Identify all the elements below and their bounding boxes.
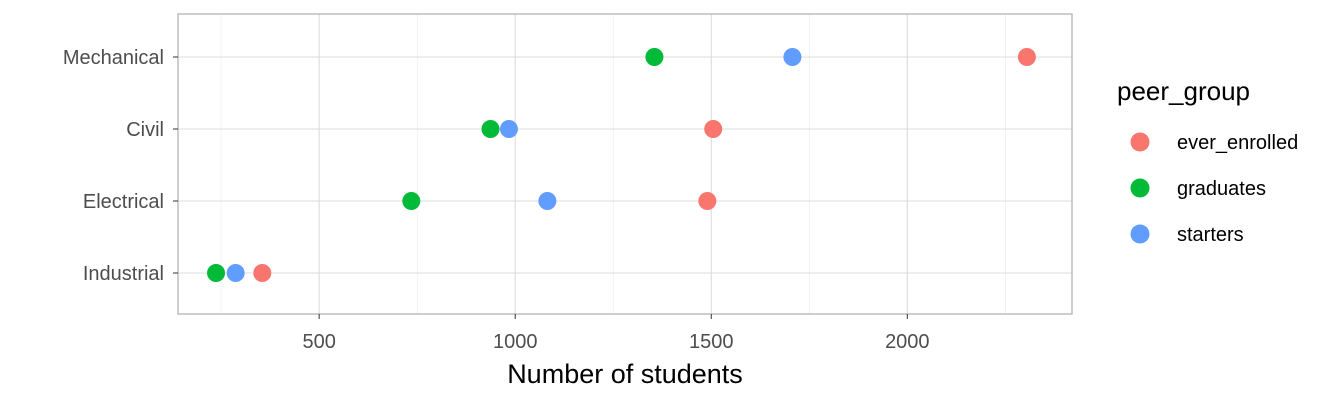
data-point-graduates bbox=[645, 48, 664, 66]
data-point-graduates bbox=[207, 264, 226, 282]
legend-label: graduates bbox=[1177, 178, 1266, 200]
data-point-starters bbox=[499, 120, 518, 138]
data-point-ever-enrolled bbox=[698, 192, 717, 210]
y-axis-ticks: Industrial Electrical Civil Mechanical bbox=[63, 47, 178, 285]
x-axis-ticks: 500 1000 1500 2000 bbox=[302, 314, 930, 353]
legend-key-ever-enrolled bbox=[1130, 132, 1150, 152]
legend-label: ever_enrolled bbox=[1177, 132, 1298, 154]
x-tick-label: 500 bbox=[302, 331, 335, 353]
data-point-graduates bbox=[402, 192, 421, 210]
data-point-ever-enrolled bbox=[1017, 48, 1036, 66]
y-tick-label: Electrical bbox=[83, 191, 164, 213]
x-tick-label: 1500 bbox=[689, 331, 734, 353]
x-tick-label: 2000 bbox=[885, 331, 930, 353]
data-point-graduates bbox=[481, 120, 500, 138]
y-tick-label: Civil bbox=[126, 119, 164, 141]
legend-key-starters bbox=[1130, 224, 1150, 244]
data-point-starters bbox=[226, 264, 245, 282]
data-points bbox=[207, 48, 1036, 282]
data-point-ever-enrolled bbox=[253, 264, 272, 282]
y-tick-label: Industrial bbox=[83, 263, 164, 285]
legend-title: peer_group bbox=[1117, 76, 1250, 106]
x-tick-label: 1000 bbox=[493, 331, 538, 353]
data-point-starters bbox=[783, 48, 802, 66]
grid-lines bbox=[178, 14, 1072, 314]
y-tick-label: Mechanical bbox=[63, 47, 164, 69]
data-point-ever-enrolled bbox=[704, 120, 723, 138]
legend-label: starters bbox=[1177, 224, 1244, 246]
panel-border bbox=[177, 13, 1073, 315]
legend: peer_group ever_enrolled graduates starter… bbox=[1117, 76, 1298, 246]
x-axis-title: Number of students bbox=[507, 359, 743, 389]
legend-key-graduates bbox=[1130, 178, 1150, 198]
data-point-starters bbox=[538, 192, 557, 210]
